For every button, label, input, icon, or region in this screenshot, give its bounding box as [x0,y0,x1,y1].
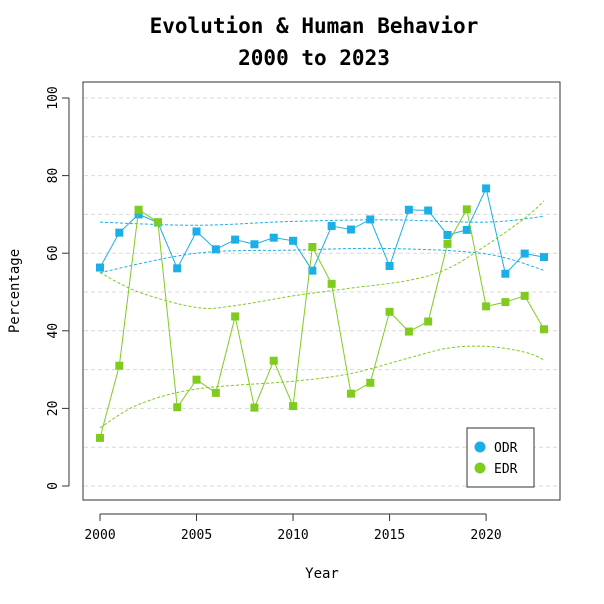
edr-point [173,403,182,412]
series-layer [96,184,548,442]
legend-box [466,427,535,488]
edr-point [501,298,510,307]
y-axis-label: Percentage [7,249,23,333]
edr-point [153,218,162,227]
edr-point [115,361,124,370]
y-tick-label: 20 [46,401,61,417]
odr-point [462,225,471,234]
y-tick-label: 100 [46,86,61,109]
edr-point [211,388,220,397]
edr-line [99,207,545,439]
odr-point [540,253,548,262]
odr-point [211,245,220,254]
odr-point [308,266,317,275]
odr-point [269,233,278,242]
odr-point [424,206,433,215]
edr-point [385,307,394,316]
odr-point [482,184,491,193]
x-tick-label: 2005 [181,528,212,543]
y-tick-label: 0 [46,482,61,490]
edr-point [520,291,529,300]
edr-point [424,317,433,326]
edr-point [327,279,336,288]
odr-point [134,210,143,219]
odr-point [346,225,355,234]
edr-point [443,239,452,248]
edr-point [346,389,355,398]
edr-legend-marker [474,462,486,474]
edr-point [96,433,104,442]
edr-point [192,375,201,384]
edr-point [231,312,240,321]
odr-point [250,240,259,249]
odr-point [404,205,413,214]
odr-point [443,230,452,239]
chart-title-line2: 2000 to 2023 [238,46,390,70]
edr-point [289,402,298,411]
odr-point [520,249,529,258]
odr-legend-marker [474,441,486,453]
y-axis: 0 20 40 60 80 100 [46,86,70,490]
odr-band-upper [99,215,545,226]
edr-point [482,302,491,311]
odr-legend-label: ODR [494,441,518,456]
odr-point [115,228,124,237]
edr-band-lower [99,345,545,429]
odr-point [96,263,104,272]
odr-point [501,269,510,278]
x-tick-label: 2000 [84,528,115,543]
x-axis-label: Year [305,566,339,582]
odr-point [385,262,394,271]
odr-point [366,215,375,224]
x-tick-label: 2015 [374,528,405,543]
edr-point [462,205,471,214]
legend: ODR EDR [466,427,535,488]
edr-point [269,356,278,365]
edr-point [366,378,375,387]
odr-point [289,236,298,245]
edr-point [250,403,259,412]
odr-point [173,264,182,273]
edr-point [404,327,413,336]
y-tick-label: 80 [46,168,61,184]
chart-title-line1: Evolution & Human Behavior [150,14,479,38]
odr-point [231,235,240,244]
trend-bands [99,200,545,429]
edr-legend-label: EDR [494,462,518,477]
odr-point [192,227,201,236]
edr-band-upper [99,200,545,309]
edr-point [134,205,143,214]
odr-point [327,222,336,231]
plot-frame [82,81,561,501]
edr-point [540,325,548,334]
x-axis: 2000 2005 2010 2015 2020 [84,513,502,543]
edr-point [308,242,317,251]
y-tick-label: 40 [46,323,61,339]
x-tick-label: 2020 [470,528,501,543]
x-tick-label: 2010 [277,528,308,543]
y-tick-label: 60 [46,245,61,261]
